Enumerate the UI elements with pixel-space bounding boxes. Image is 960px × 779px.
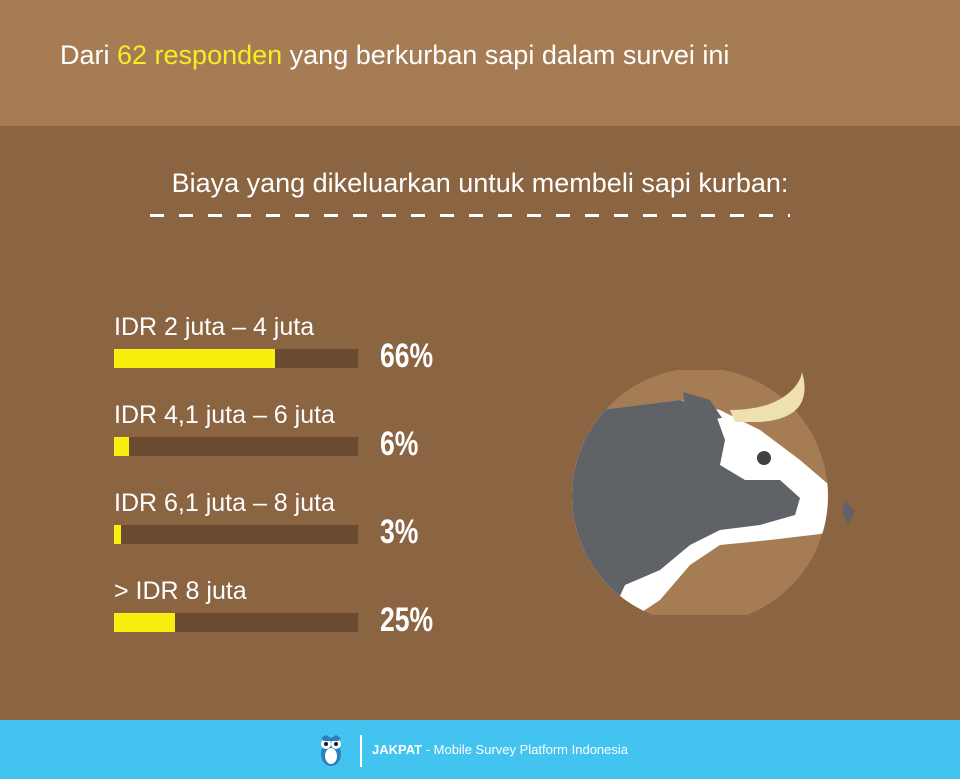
bar-fill	[114, 525, 121, 544]
dashed-divider	[150, 214, 790, 217]
bar-fill	[114, 613, 175, 632]
bar-track	[114, 613, 358, 632]
owl-logo-icon	[321, 735, 341, 766]
cow-eye	[757, 451, 771, 465]
footer-separator	[360, 735, 362, 767]
bar-category-label: IDR 6,1 juta – 8 juta	[114, 489, 335, 517]
header-banner: Dari 62 responden yang berkurban sapi da…	[0, 0, 960, 126]
footer-bar	[0, 720, 960, 779]
header-title: Dari 62 responden yang berkurban sapi da…	[60, 40, 730, 70]
cow-dark-patch	[572, 400, 800, 615]
bar-value-label: 6%	[380, 425, 419, 463]
bar-category-label: IDR 2 juta – 4 juta	[114, 313, 315, 341]
bar-track	[114, 525, 358, 544]
bar-track	[114, 349, 358, 368]
respondent-count-highlight: 62 responden	[117, 40, 283, 70]
footer-tagline: - Mobile Survey Platform Indonesia	[422, 742, 629, 757]
cow-head-icon	[572, 370, 855, 615]
bar-value-label: 3%	[380, 513, 419, 551]
bar-category-label: IDR 4,1 juta – 6 juta	[114, 401, 335, 429]
bar-category-label: > IDR 8 juta	[114, 577, 247, 605]
bar-value-label: 25%	[380, 601, 434, 639]
footer-text: JAKPAT - Mobile Survey Platform Indonesi…	[372, 742, 628, 757]
bar-track	[114, 437, 358, 456]
bar-fill	[114, 349, 275, 368]
chart-subtitle: Biaya yang dikeluarkan untuk membeli sap…	[171, 168, 789, 198]
bar-fill	[114, 437, 129, 456]
cow-nose	[842, 500, 855, 524]
footer-brand: JAKPAT	[372, 742, 423, 757]
bar-value-label: 66%	[380, 337, 434, 375]
cow-horn	[730, 372, 805, 422]
cow-ear	[683, 392, 722, 420]
